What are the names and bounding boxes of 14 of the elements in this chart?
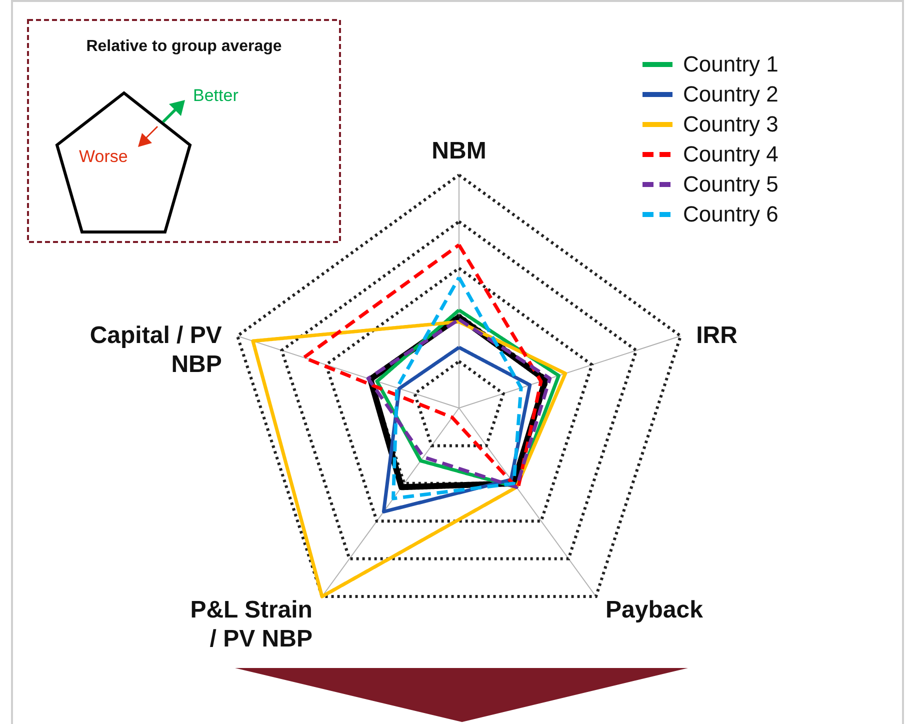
- legend-label: Country 5: [683, 172, 778, 196]
- spoke-label: IRR: [696, 322, 738, 349]
- text: Better: [193, 86, 239, 105]
- text: Worse: [79, 147, 128, 166]
- legend-label: Country 2: [683, 82, 778, 106]
- spoke-label: P&L Strain / PV NBP: [190, 596, 312, 652]
- legend-label: Country 1: [683, 52, 778, 76]
- legend-label: Country 3: [683, 112, 778, 136]
- text: Relative to group average: [86, 38, 282, 55]
- spoke-label: NBM: [432, 138, 486, 165]
- spoke-label: Payback: [606, 596, 704, 624]
- legend-label: Country 6: [683, 202, 778, 226]
- spoke-label: Capital / PV NBP: [90, 322, 222, 378]
- legend-label: Country 4: [683, 142, 778, 166]
